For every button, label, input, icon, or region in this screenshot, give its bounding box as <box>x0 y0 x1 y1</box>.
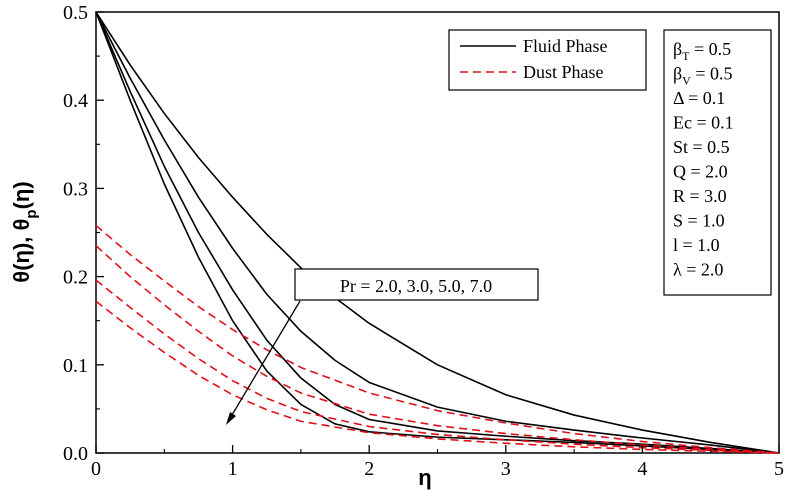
y-tick-label: 0.5 <box>63 2 88 24</box>
legend: Fluid Phase Dust Phase <box>448 29 647 91</box>
x-tick-label: 4 <box>637 458 647 480</box>
parameter-box: βT = 0.5βV = 0.5Δ = 0.1 Ec = 0.1 St = 0.5 Q… <box>663 29 772 296</box>
legend-box <box>448 29 647 91</box>
pr-arrow-line <box>228 300 301 421</box>
y-tick-label: 0.3 <box>63 178 88 200</box>
y-axis-title: θ(η), θp(η) <box>9 181 40 282</box>
parameter-lines: βT = 0.5βV = 0.5Δ = 0.1 Ec = 0.1 St = 0.5 Q… <box>673 39 734 280</box>
parameter-line: βV = 0.5 <box>673 64 733 88</box>
dust-phase-line-7 <box>95 279 780 454</box>
parameter-line: l = 1.0 <box>673 235 720 255</box>
fluid-phase-line-4 <box>95 11 780 454</box>
y-tick-label: 0.4 <box>63 90 88 112</box>
x-tick-label: 0 <box>91 458 101 480</box>
x-tick-label: 3 <box>501 458 511 480</box>
tick-layer: 0 1 2 3 4 5 0.0 0.1 0.2 0.3 0.4 0.5 <box>63 2 784 480</box>
parameter-box-frame <box>663 29 772 296</box>
x-tick-label: 1 <box>228 458 238 480</box>
dust-phase-line-6 <box>95 245 780 454</box>
y-tick-label: 0.1 <box>63 355 88 377</box>
parameter-line: R = 3.0 <box>673 186 727 206</box>
fluid-phase-line-2 <box>95 11 780 454</box>
dust-phase-line-5 <box>95 224 780 454</box>
parameter-line: βT = 0.5 <box>673 39 731 63</box>
pr-arrow-head <box>226 412 236 425</box>
y-tick-label: 0.0 <box>63 443 88 465</box>
legend-label-dust: Dust Phase <box>523 62 604 82</box>
x-tick-label: 5 <box>774 458 784 480</box>
legend-label-fluid: Fluid Phase <box>523 36 608 56</box>
dust-phase-line-8 <box>95 300 780 454</box>
parameter-line: Q = 2.0 <box>673 162 728 182</box>
parameter-line: Δ = 0.1 <box>673 88 725 108</box>
x-tick-label: 2 <box>364 458 374 480</box>
pr-annotation: Pr = 2.0, 3.0, 5.0, 7.0 <box>226 268 539 425</box>
parameter-line: S = 1.0 <box>673 211 725 231</box>
series-layer <box>95 11 780 454</box>
parameter-line: St = 0.5 <box>673 137 730 157</box>
parameter-line: λ = 2.0 <box>673 260 723 280</box>
y-tick-label: 0.2 <box>63 267 88 289</box>
parameter-line: Ec = 0.1 <box>673 113 734 133</box>
pr-annotation-label: Pr = 2.0, 3.0, 5.0, 7.0 <box>340 276 492 296</box>
pr-annotation-box <box>294 268 539 301</box>
x-axis-title: η <box>418 465 431 490</box>
